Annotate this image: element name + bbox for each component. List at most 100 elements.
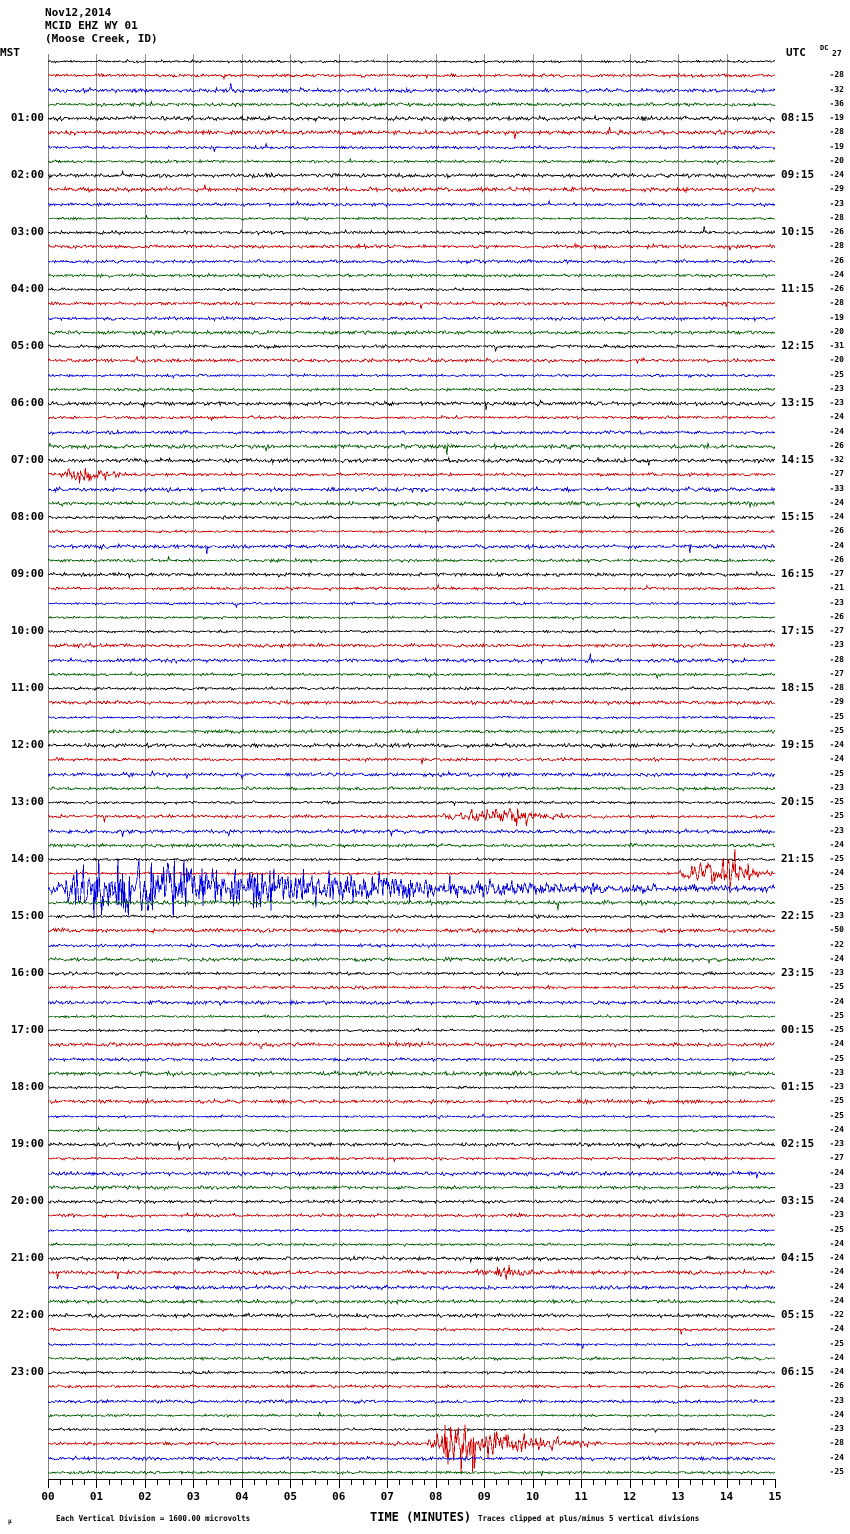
dc-value-46: -25 xyxy=(829,711,844,721)
x-tick xyxy=(218,1479,219,1485)
trace-line-0 xyxy=(48,59,775,64)
x-tick xyxy=(206,1479,207,1485)
trace-line-18 xyxy=(48,315,775,323)
x-axis-label-15: 15 xyxy=(768,1490,782,1503)
trace-line-80 xyxy=(48,1198,775,1205)
mst-time-label-06-00: 06:00 xyxy=(10,396,44,410)
dc-value-80: -24 xyxy=(829,1196,844,1206)
trace-line-95 xyxy=(48,1411,775,1418)
mst-time-label-01-00: 01:00 xyxy=(10,111,44,125)
mst-time-label-10-00: 10:00 xyxy=(10,624,44,638)
dc-value-19: -20 xyxy=(829,326,844,336)
trace-line-79 xyxy=(48,1184,775,1192)
x-tick xyxy=(242,1479,243,1488)
x-tick xyxy=(557,1479,558,1485)
dc-value-88: -22 xyxy=(829,1310,844,1320)
x-axis-label-05: 05 xyxy=(283,1490,297,1503)
trace-line-26 xyxy=(48,428,775,436)
dc-value-95: -24 xyxy=(829,1409,844,1419)
utc-time-label-17-15: 17:15 xyxy=(781,624,815,638)
dc-value-86: -24 xyxy=(829,1281,844,1291)
dc-value-35: -26 xyxy=(829,554,844,564)
trace-line-31 xyxy=(48,500,775,509)
dc-value-61: -50 xyxy=(829,925,844,935)
x-tick xyxy=(315,1479,316,1485)
dc-value-57: -24 xyxy=(829,868,844,878)
dc-value-21: -20 xyxy=(829,355,844,365)
utc-time-label-00-15: 00:15 xyxy=(781,1023,815,1037)
mst-time-label-14-00: 14:00 xyxy=(10,852,44,866)
x-tick xyxy=(109,1479,110,1485)
mst-time-label-02-00: 02:00 xyxy=(10,168,44,182)
trace-line-82 xyxy=(48,1228,775,1233)
utc-time-label-22-15: 22:15 xyxy=(781,909,815,923)
dc-value-67: -25 xyxy=(829,1010,844,1020)
trace-line-15 xyxy=(48,272,775,280)
trace-line-14 xyxy=(48,258,775,265)
trace-line-46 xyxy=(48,715,775,720)
utc-time-label-12-15: 12:15 xyxy=(781,339,815,353)
trace-line-63 xyxy=(48,955,775,965)
dc-value-34: -24 xyxy=(829,540,844,550)
trace-line-9 xyxy=(48,184,775,194)
dc-value-25: -24 xyxy=(829,412,844,422)
x-tick xyxy=(60,1479,61,1485)
utc-time-label-10-15: 10:15 xyxy=(781,225,815,239)
x-tick xyxy=(412,1479,413,1485)
mst-time-label-21-00: 21:00 xyxy=(10,1251,44,1265)
dc-value-76: -23 xyxy=(829,1139,844,1149)
trace-line-37 xyxy=(48,583,775,592)
dc-value-18: -19 xyxy=(829,312,844,322)
mst-time-label-11-00: 11:00 xyxy=(10,681,44,695)
dc-value-71: -23 xyxy=(829,1067,844,1077)
dc-value-27: -26 xyxy=(829,440,844,450)
mst-time-label-05-00: 05:00 xyxy=(10,339,44,353)
dc-value-8: -24 xyxy=(829,170,844,180)
x-tick xyxy=(72,1479,73,1485)
x-tick xyxy=(448,1479,449,1485)
dc-value-29: -27 xyxy=(829,469,844,479)
utc-time-label-21-15: 21:15 xyxy=(781,852,815,866)
dc-value-90: -25 xyxy=(829,1338,844,1348)
x-tick xyxy=(702,1479,703,1485)
x-axis-label-10: 10 xyxy=(526,1490,540,1503)
x-tick xyxy=(714,1479,715,1485)
x-tick xyxy=(96,1479,97,1488)
x-tick xyxy=(739,1479,740,1485)
dc-value-3: -36 xyxy=(829,98,844,108)
x-tick xyxy=(727,1479,728,1488)
mst-time-label-17-00: 17:00 xyxy=(10,1023,44,1037)
trace-line-74 xyxy=(48,1113,775,1120)
dc-value-37: -21 xyxy=(829,583,844,593)
x-tick xyxy=(424,1479,425,1485)
dc-value-70: -25 xyxy=(829,1053,844,1063)
dc-value-55: -24 xyxy=(829,839,844,849)
x-axis-label-09: 09 xyxy=(477,1490,491,1503)
trace-line-34 xyxy=(48,542,775,555)
dc-value-78: -24 xyxy=(829,1167,844,1177)
x-tick xyxy=(508,1479,509,1485)
x-tick xyxy=(181,1479,182,1485)
x-axis-label-04: 04 xyxy=(235,1490,249,1503)
trace-line-13 xyxy=(48,242,775,251)
utc-time-label-19-15: 19:15 xyxy=(781,738,815,752)
utc-time-label-04-15: 04:15 xyxy=(781,1251,815,1265)
utc-time-label-13-15: 13:15 xyxy=(781,396,815,410)
dc-value-11: -28 xyxy=(829,212,844,222)
dc-value-42: -28 xyxy=(829,654,844,664)
trace-line-52 xyxy=(48,799,775,807)
x-tick xyxy=(290,1479,291,1488)
dc-value-4: -19 xyxy=(829,113,844,123)
dc-value-16: -26 xyxy=(829,284,844,294)
trace-line-50 xyxy=(48,769,775,780)
x-axis-label-03: 03 xyxy=(186,1490,201,1503)
x-tick xyxy=(339,1479,340,1488)
trace-line-71 xyxy=(48,1069,775,1078)
header-date: Nov12,2014 xyxy=(45,6,112,19)
trace-line-51 xyxy=(48,785,775,792)
header-location: (Moose Creek, ID) xyxy=(45,32,158,45)
trace-line-56 xyxy=(48,857,775,863)
trace-line-2 xyxy=(48,83,775,95)
trace-line-67 xyxy=(48,1013,775,1019)
trace-line-45 xyxy=(48,699,775,706)
